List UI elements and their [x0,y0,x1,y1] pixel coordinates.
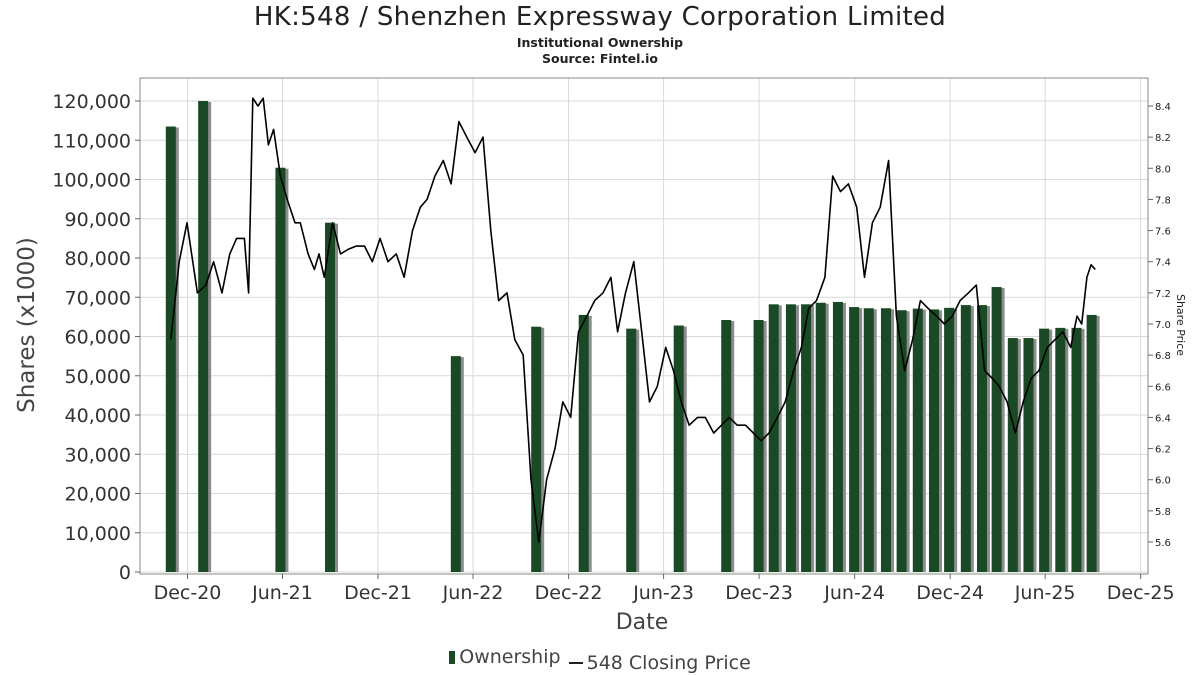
ownership-bar [753,320,764,572]
x-tick-label: Jun-25 [1014,582,1076,604]
ownership-bar [1055,327,1066,572]
chart-title: HK:548 / Shenzhen Expressway Corporation… [253,2,947,32]
y2-tick-label: 6.0 [1155,476,1171,487]
x-tick-label: Dec-21 [344,582,412,604]
ownership-bar [578,314,589,572]
y2-tick-label: 7.2 [1155,289,1171,300]
y2-tick-label: 8.0 [1155,164,1171,175]
chart-subtitle: Institutional Ownership [516,35,684,50]
legend-label-price: 548 Closing Price [586,651,751,674]
y-tick-label: 20,000 [65,484,131,506]
x-tick-label: Jun-24 [823,582,885,604]
ownership-bar [450,356,461,572]
ownership-bar [815,302,826,572]
ownership-bar [991,287,1002,572]
ownership-bar [977,305,988,572]
ownership-bar [849,307,860,572]
y2-tick-label: 5.8 [1155,507,1171,518]
y2-tick-label: 6.8 [1155,351,1171,362]
ownership-bar [198,101,209,572]
ownership-bar [912,308,923,572]
y2-tick-label: 8.2 [1155,133,1171,144]
ownership-bar [1086,314,1097,572]
ownership-bar [944,307,955,572]
x-tick-label: Dec-24 [916,582,984,604]
legend: Ownership 548 Closing Price [0,646,1200,674]
y2-tick-label: 7.4 [1155,258,1171,269]
ownership-bar [531,326,542,572]
y-tick-label: 40,000 [65,405,131,427]
y2-tick-label: 6.4 [1155,413,1171,424]
y-tick-label: 10,000 [65,523,131,545]
y-tick-label: 70,000 [65,287,131,309]
ownership-bar [325,222,336,573]
y-tick-label: 50,000 [65,366,131,388]
ownership-bar [785,304,796,572]
legend-item-price: 548 Closing Price [568,651,751,674]
ownership-bar [626,328,637,572]
axes: 0 10,000 20,000 30,000 40,000 50,000 60,000 70,… [52,91,1174,604]
price-line-layer [170,97,1096,543]
y2-tick-label: 7.8 [1155,195,1171,206]
y2-tick-label: 6.6 [1155,382,1171,393]
y2-tick-label: 8.4 [1155,102,1171,113]
x-tick-label: Jun-22 [442,582,504,604]
legend-label-ownership: Ownership [459,646,561,668]
y-tick-label: 30,000 [65,444,131,466]
price-swatch-icon [568,661,583,664]
x-tick-label: Jun-21 [251,582,313,604]
ownership-bar [768,304,779,572]
ownership-bar [928,309,939,572]
ownership-swatch-icon [449,650,456,664]
ownership-bar [880,308,891,572]
chart-source: Source: Fintel.io [542,51,658,66]
y2-tick-label: 6.2 [1155,445,1171,456]
y-tick-label: 120,000 [52,91,131,113]
ownership-bar [1071,327,1082,572]
ownership-bar [1007,338,1018,572]
ownership-bars [165,101,1100,573]
y-tick-label: 90,000 [65,209,131,231]
x-tick-label: Dec-23 [725,582,793,604]
plot-border [139,77,1149,575]
x-tick-label: Jun-23 [632,582,694,604]
x-tick-label: Dec-22 [535,582,603,604]
y-tick-label: 110,000 [52,130,131,152]
y2-axis-label: Share Price [1174,294,1187,356]
ownership-bar [275,167,286,572]
y-axis-label: Shares (x1000) [14,237,40,413]
ownership-bar [896,310,907,572]
legend-item-ownership: Ownership [449,646,561,668]
y-tick-label: 100,000 [52,170,131,192]
ownership-bar [721,320,732,572]
y-tick-label: 80,000 [65,248,131,270]
ownership-bar [165,126,176,572]
y-tick-label: 0 [119,562,131,584]
x-axis-label: Date [616,610,669,635]
y-tick-label: 60,000 [65,327,131,349]
ownership-bar [832,301,843,572]
ownership-bar [1023,338,1034,572]
price-line [170,97,1096,543]
y2-tick-label: 7.0 [1155,320,1171,331]
y2-tick-label: 5.6 [1155,538,1171,549]
ownership-bar [1039,328,1050,572]
x-tick-label: Dec-20 [154,582,222,604]
x-tick-label: Dec-25 [1107,582,1175,604]
ownership-bar [801,304,812,572]
y2-tick-label: 7.6 [1155,227,1171,238]
ownership-bar [960,305,971,572]
ownership-bar [673,325,684,572]
ownership-bar [863,308,874,572]
